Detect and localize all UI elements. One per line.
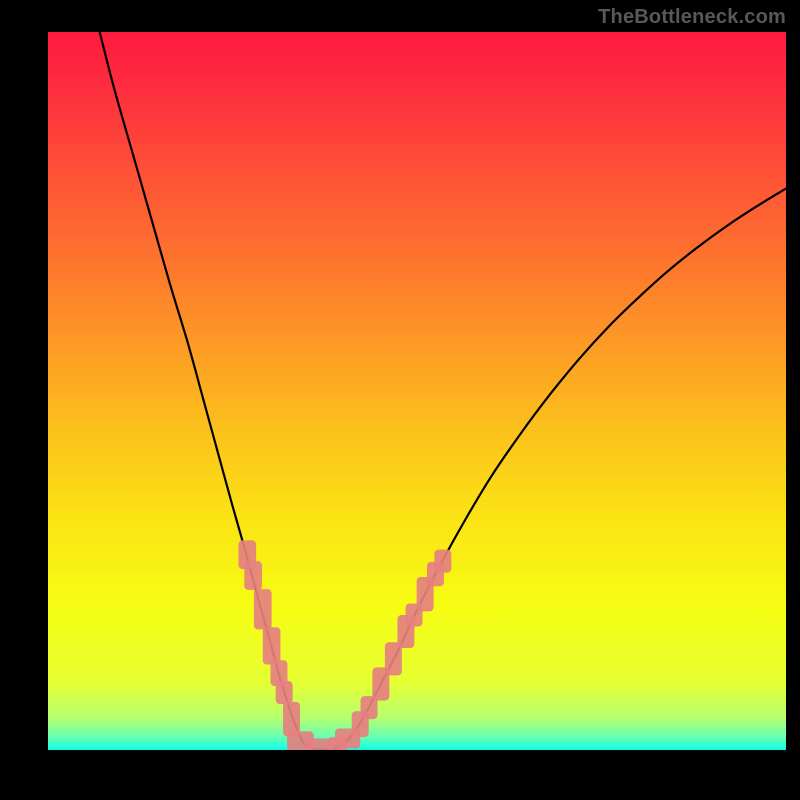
curve-marker [263, 627, 281, 664]
frame-bottom [0, 750, 800, 800]
curve-marker [283, 702, 300, 736]
frame-right [786, 0, 800, 800]
curve-marker [244, 561, 262, 590]
stage: TheBottleneck.com [0, 0, 800, 800]
bottleneck-chart [48, 32, 786, 750]
gradient-background [48, 32, 786, 750]
curve-marker [254, 589, 272, 629]
curve-marker [434, 550, 451, 573]
frame-left [0, 0, 48, 800]
curve-marker [276, 681, 293, 704]
watermark-text: TheBottleneck.com [598, 6, 786, 29]
